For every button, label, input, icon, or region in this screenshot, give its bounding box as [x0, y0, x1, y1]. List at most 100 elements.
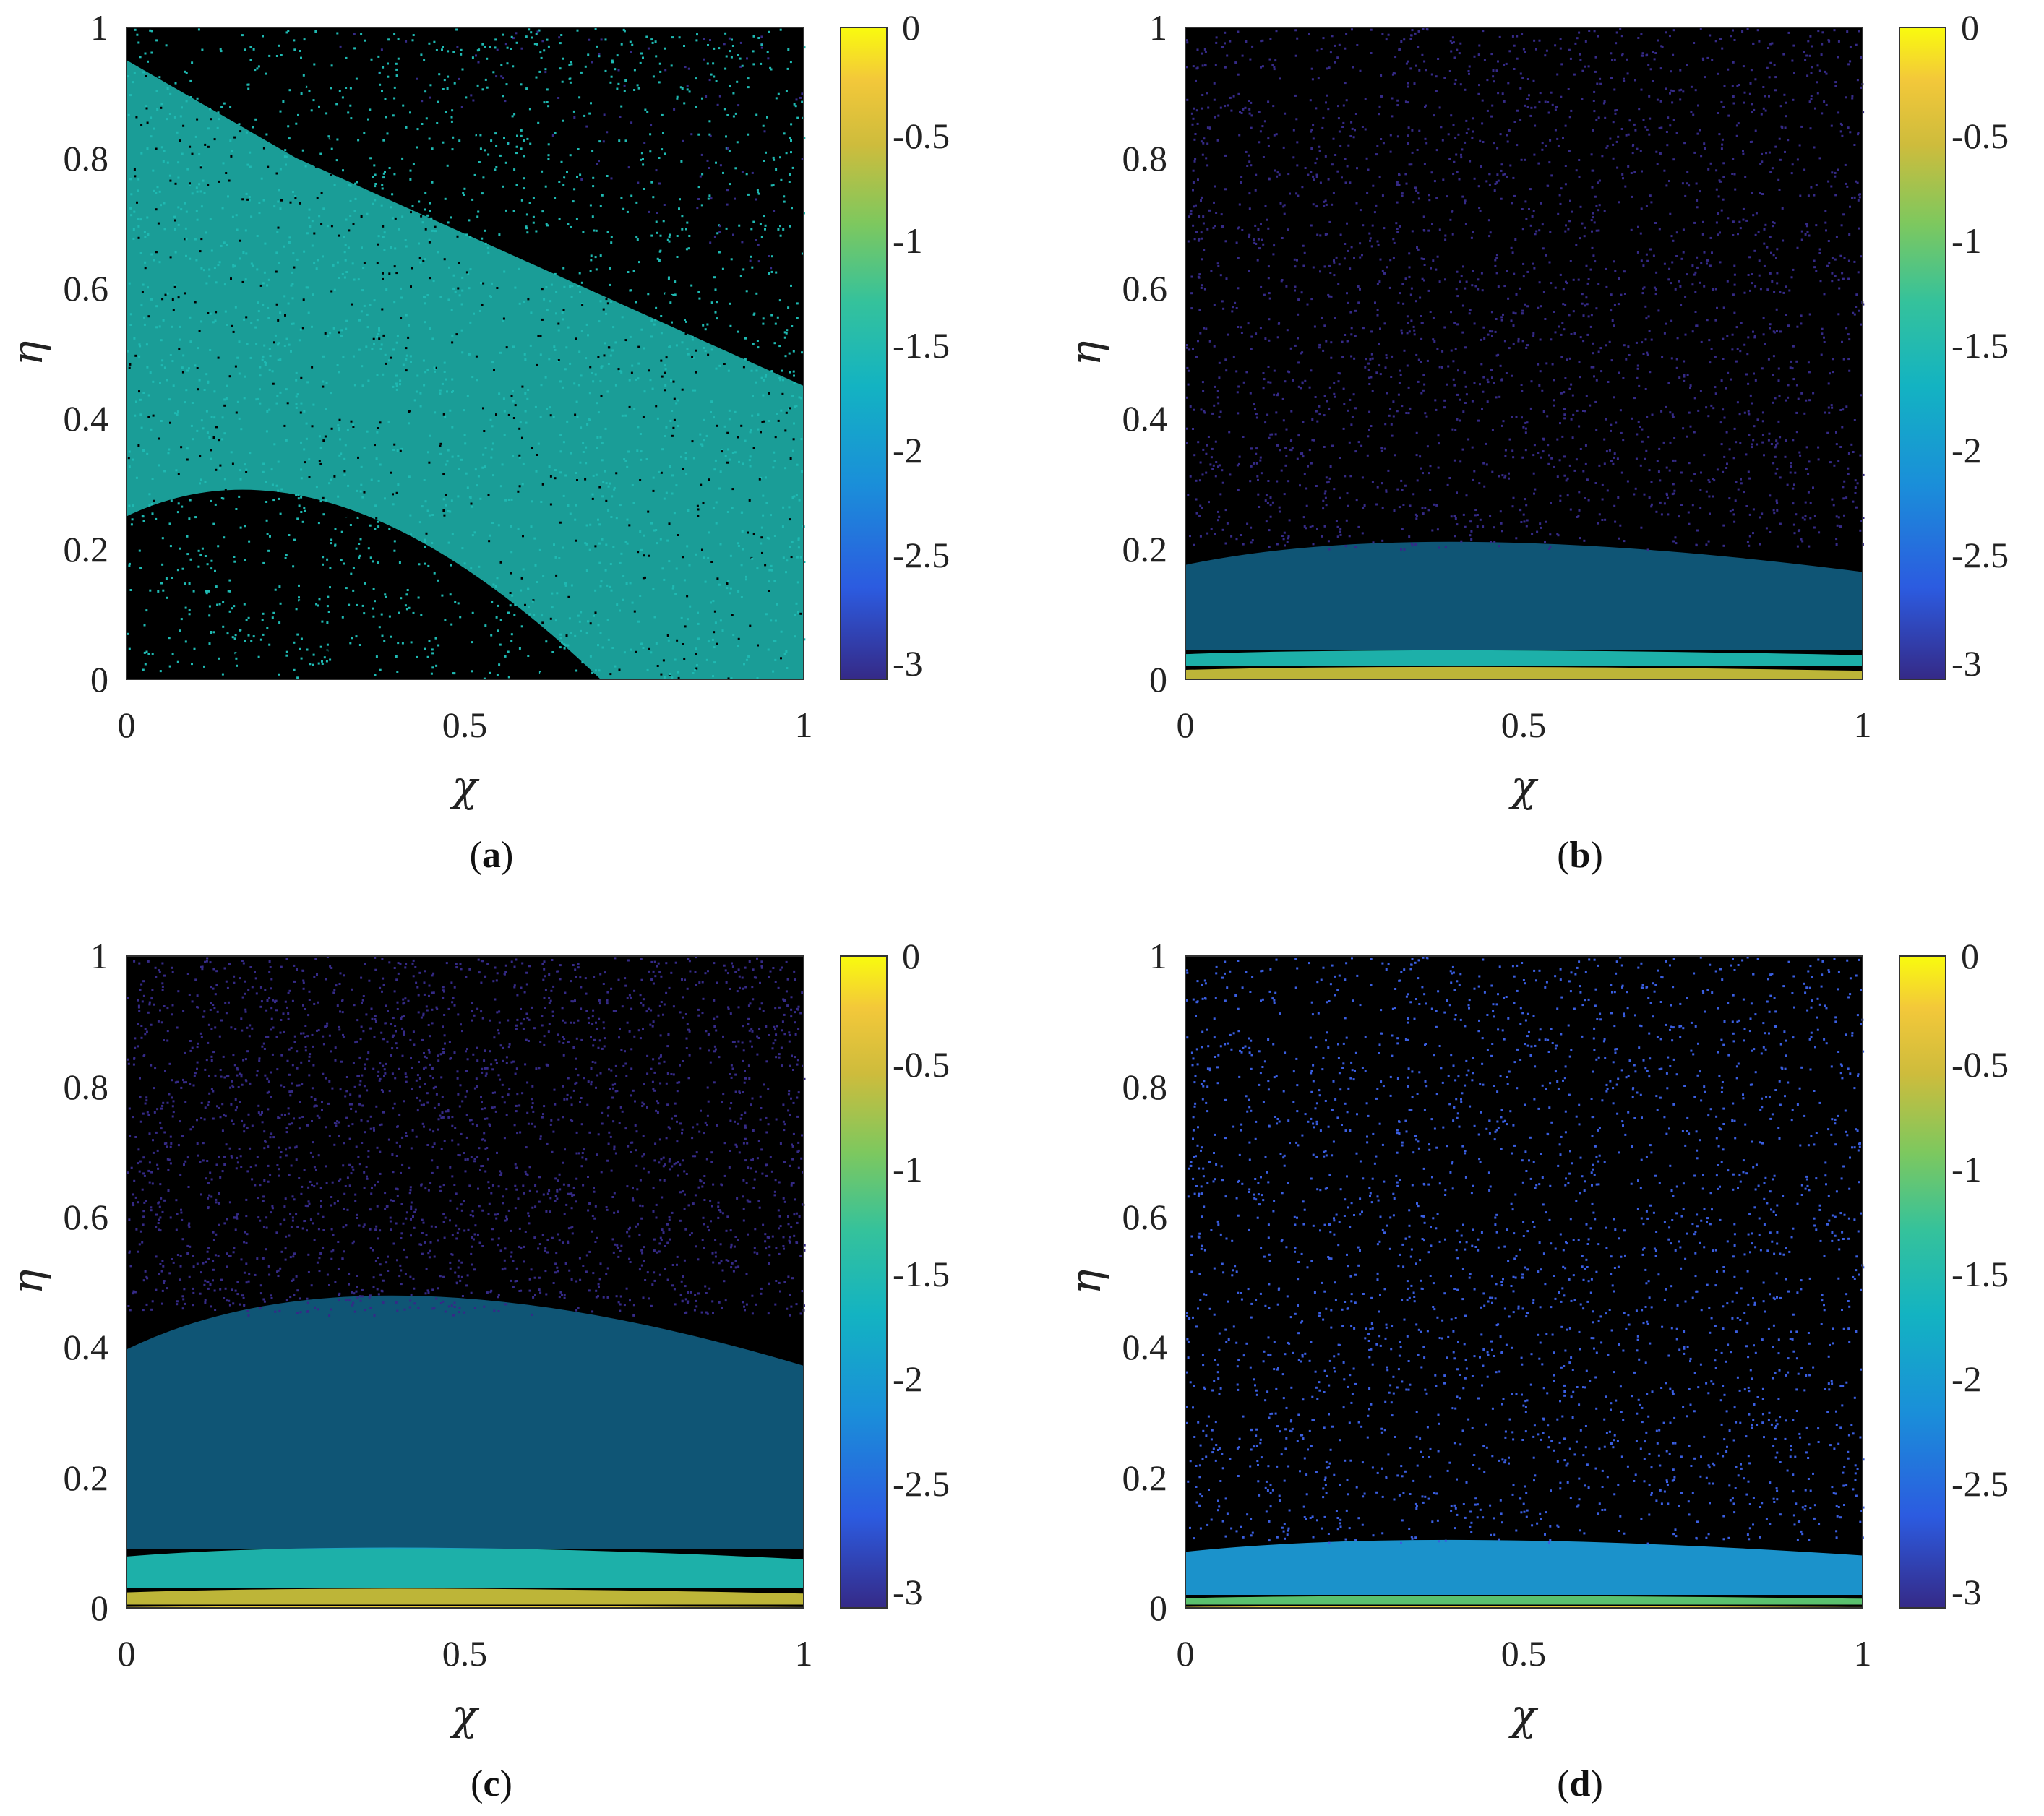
- heatmap-cell: [446, 390, 448, 393]
- heatmap-cell: [697, 622, 700, 625]
- heatmap-cell: [681, 228, 684, 231]
- heatmap-cell: [1684, 296, 1687, 298]
- heatmap-cell: [363, 612, 366, 615]
- heatmap-cell: [215, 281, 218, 284]
- heatmap-cell: [595, 229, 598, 232]
- heatmap-cell: [1385, 356, 1388, 359]
- heatmap-cell: [345, 218, 348, 221]
- heatmap-cell: [1745, 219, 1748, 222]
- heatmap-cell: [1477, 419, 1480, 422]
- heatmap-cell: [1196, 48, 1199, 51]
- heatmap-cell: [176, 511, 179, 514]
- heatmap-cell: [220, 244, 223, 247]
- heatmap-cell: [1348, 535, 1351, 538]
- heatmap-cell: [1508, 438, 1511, 441]
- heatmap-cell: [551, 592, 554, 595]
- heatmap-cell: [1469, 520, 1472, 523]
- heatmap-cell: [1740, 322, 1743, 324]
- heatmap-cell: [131, 518, 134, 521]
- heatmap-cell: [1675, 132, 1678, 134]
- heatmap-cell: [1634, 129, 1637, 132]
- heatmap-cell: [1459, 460, 1462, 463]
- heatmap-cell: [1396, 228, 1399, 230]
- heatmap-cell: [200, 205, 203, 208]
- heatmap-cell: [796, 317, 799, 319]
- heatmap-cell: [408, 410, 411, 413]
- heatmap-cell: [238, 495, 241, 498]
- heatmap-cell: [1257, 238, 1260, 241]
- heatmap-cell: [1201, 52, 1203, 55]
- heatmap-cell: [615, 517, 618, 520]
- heatmap-cell: [1709, 512, 1711, 515]
- heatmap-cell: [724, 32, 727, 35]
- heatmap-cell: [662, 220, 665, 223]
- heatmap-cell: [1636, 147, 1639, 150]
- heatmap-cell: [563, 643, 566, 646]
- heatmap-cell: [1772, 374, 1774, 376]
- heatmap-cell: [295, 371, 298, 374]
- heatmap-cell: [317, 160, 320, 163]
- heatmap-cell: [726, 203, 729, 206]
- heatmap-cell: [154, 522, 157, 525]
- heatmap-cell: [1858, 196, 1861, 199]
- heatmap-cell: [1215, 212, 1218, 214]
- heatmap-cell: [359, 538, 362, 541]
- heatmap-cell: [486, 86, 489, 89]
- heatmap-cell: [1347, 409, 1349, 412]
- heatmap-cell: [284, 556, 287, 559]
- heatmap-cell: [1469, 309, 1472, 311]
- heatmap-cell: [376, 262, 379, 264]
- heatmap-cell: [1255, 332, 1258, 335]
- heatmap-cell: [1467, 70, 1470, 72]
- heatmap-cell: [271, 370, 274, 373]
- heatmap-cell: [1739, 227, 1742, 230]
- heatmap-cell: [1667, 116, 1670, 119]
- heatmap-cell: [451, 533, 454, 535]
- heatmap-cell: [1334, 395, 1336, 398]
- heatmap-cell: [1611, 59, 1613, 61]
- heatmap-cell: [1734, 188, 1737, 191]
- heatmap-cell: [138, 343, 141, 346]
- heatmap-cell: [801, 92, 804, 95]
- heatmap-cell: [1831, 280, 1834, 283]
- heatmap-cell: [1214, 385, 1216, 388]
- heatmap-cell: [1214, 475, 1217, 478]
- heatmap-cell: [1378, 364, 1381, 367]
- heatmap-cell: [559, 450, 562, 453]
- heatmap-cell: [1432, 338, 1435, 341]
- heatmap-cell: [1751, 282, 1753, 285]
- heatmap-cell: [372, 607, 374, 610]
- heatmap-cell: [598, 140, 601, 143]
- heatmap-cell: [1610, 359, 1613, 362]
- heatmap-cell: [1387, 469, 1390, 472]
- heatmap-cell: [1500, 319, 1503, 322]
- heatmap-cell: [1679, 285, 1682, 288]
- heatmap-cell: [1612, 462, 1615, 465]
- heatmap-cell: [1338, 130, 1341, 133]
- heatmap-cell: [471, 175, 473, 178]
- heatmap-cell: [1598, 204, 1601, 207]
- heatmap-cell: [129, 178, 132, 181]
- heatmap-cell: [341, 273, 344, 275]
- heatmap-cell: [348, 603, 351, 606]
- heatmap-cell: [623, 90, 626, 92]
- heatmap-cell: [237, 611, 240, 614]
- heatmap-cell: [572, 200, 575, 203]
- heatmap-cell: [1464, 223, 1467, 225]
- heatmap-cell: [713, 236, 716, 238]
- heatmap-cell: [1696, 256, 1699, 259]
- heatmap-cell: [1660, 513, 1663, 516]
- heatmap-cell: [697, 334, 700, 337]
- heatmap-cell: [729, 302, 731, 305]
- heatmap-cell: [781, 369, 783, 372]
- heatmap-cell: [484, 242, 487, 245]
- heatmap-cell: [339, 45, 342, 48]
- heatmap-cell: [666, 539, 669, 542]
- heatmap-cell: [1625, 134, 1628, 137]
- heatmap-cell: [200, 238, 203, 241]
- heatmap-cell: [398, 561, 401, 564]
- heatmap-cell: [1361, 254, 1363, 257]
- heatmap-cell: [664, 384, 667, 387]
- heatmap-cell: [663, 676, 666, 679]
- heatmap-cell: [133, 72, 136, 74]
